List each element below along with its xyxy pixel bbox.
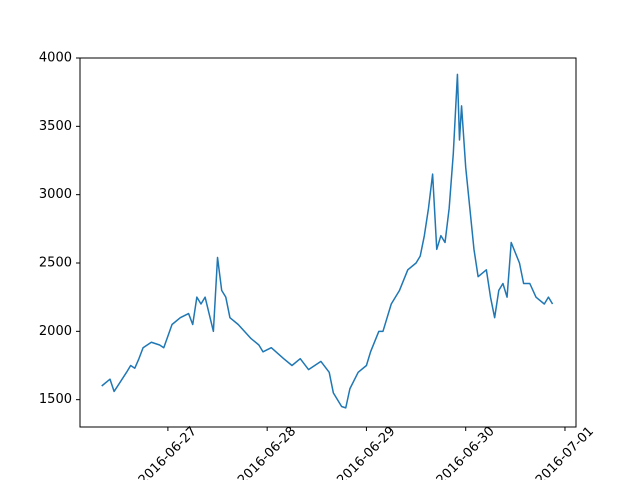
y-tick-label: 2000 bbox=[39, 324, 72, 339]
y-tick-label: 1500 bbox=[39, 392, 72, 407]
y-tick-label: 2500 bbox=[39, 256, 72, 271]
y-tick-label: 3500 bbox=[39, 119, 72, 134]
x-tick-label: 2016-06-29 bbox=[334, 424, 398, 480]
y-tick-label: 3000 bbox=[39, 187, 72, 202]
x-tick-label: 2016-06-28 bbox=[235, 424, 299, 480]
x-tick-label: 2016-07-01 bbox=[533, 424, 597, 480]
axes-frame bbox=[79, 57, 577, 428]
x-tick-label: 2016-06-27 bbox=[136, 424, 200, 480]
line-series bbox=[101, 73, 554, 409]
x-tick-label: 2016-06-30 bbox=[434, 424, 498, 480]
y-tick-label: 4000 bbox=[39, 51, 72, 66]
